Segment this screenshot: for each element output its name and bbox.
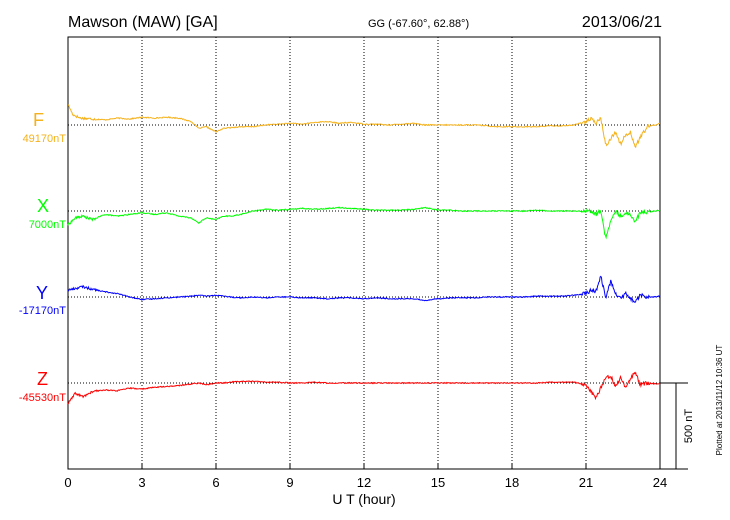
- series-baseline-f: 49170nT: [23, 133, 67, 145]
- x-tick-label: 3: [138, 475, 145, 490]
- series-line-x: [67, 206, 661, 240]
- station-title: Mawson (MAW) [GA]: [68, 14, 218, 31]
- x-tick-label: 21: [579, 475, 593, 490]
- series-line-z: [67, 371, 661, 405]
- x-tick-label: 9: [286, 475, 293, 490]
- x-tick-label: 24: [653, 475, 667, 490]
- x-axis-ticks: 0 3 6 9 12 15 18 21 24: [64, 463, 667, 490]
- plotted-timestamp: Plotted at 2013/11/12 10:36 UT: [715, 345, 724, 456]
- series-line-f: [68, 104, 661, 149]
- component-labels: F 49170nT X 7000nT Y -17170nT Z -45530nT: [19, 110, 66, 404]
- geographic-coordinates: GG (-67.60°, 62.88°): [368, 18, 469, 30]
- series-baseline-z: -45530nT: [19, 392, 66, 404]
- x-tick-label: 0: [64, 475, 71, 490]
- series-traces: [67, 104, 661, 405]
- date-label: 2013/06/21: [582, 14, 662, 31]
- series-line-y: [67, 275, 661, 304]
- x-tick-label: 15: [431, 475, 445, 490]
- vertical-gridlines: [141, 37, 587, 469]
- scale-bar: 500 nT: [660, 382, 695, 470]
- series-label-z: Z: [37, 369, 48, 389]
- x-tick-label: 18: [505, 475, 519, 490]
- x-tick-label: 6: [212, 475, 219, 490]
- x-tick-label: 12: [357, 475, 371, 490]
- series-baseline-y: -17170nT: [19, 305, 66, 317]
- x-axis-title: U T (hour): [332, 491, 395, 507]
- scale-bar-label: 500 nT: [683, 409, 695, 444]
- series-label-y: Y: [36, 283, 48, 303]
- series-label-x: X: [37, 196, 49, 216]
- series-label-f: F: [33, 110, 44, 130]
- series-baseline-x: 7000nT: [29, 219, 67, 231]
